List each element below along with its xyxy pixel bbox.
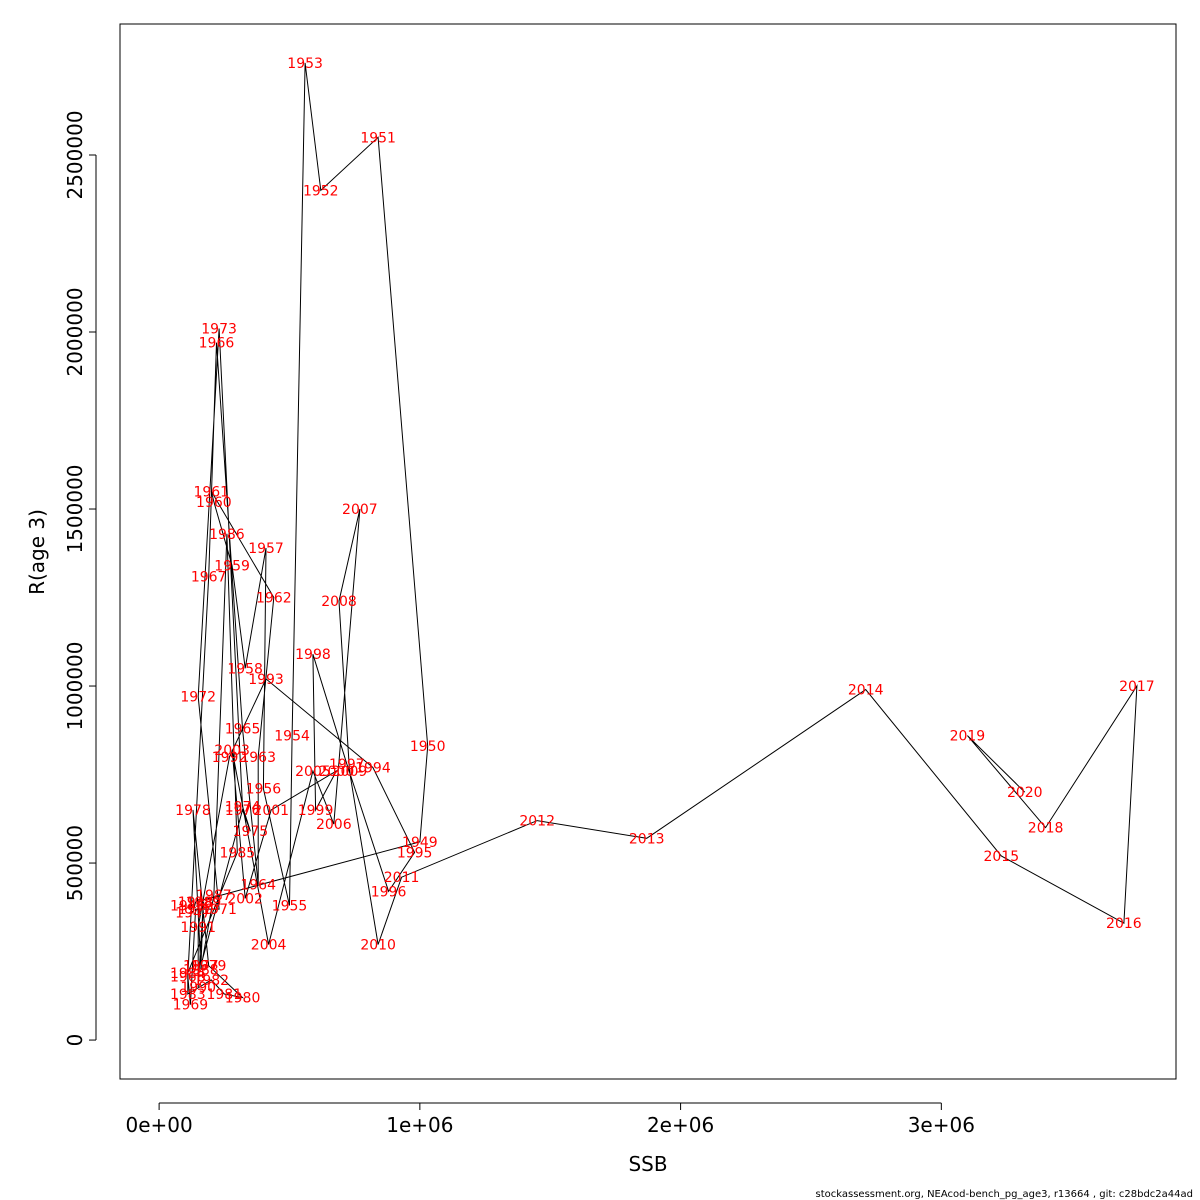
point-label-1972: 1972 (180, 690, 216, 706)
footer-text: stockassessment.org, NEAcod-bench_pg_age… (816, 1189, 1194, 1200)
point-label-1948: 1948 (178, 895, 214, 911)
point-label-1967: 1967 (191, 569, 227, 585)
x-tick-label: 2e+06 (647, 1113, 714, 1137)
point-label-1954: 1954 (274, 729, 310, 745)
point-label-1947: 1947 (175, 906, 211, 922)
point-label-1984: 1984 (170, 966, 206, 982)
y-axis: 0 500000 1000000 1500000 2000000 2500000 (63, 110, 97, 1047)
y-tick-label: 500000 (63, 825, 87, 901)
point-label-1966: 1966 (199, 336, 235, 352)
point-label-1968: 1968 (170, 969, 206, 985)
point-label-1987: 1987 (196, 888, 232, 904)
point-label-2000: 2000 (319, 764, 355, 780)
point-label-1958: 1958 (227, 661, 263, 677)
y-tick-label: 1500000 (63, 464, 87, 553)
point-label-1964: 1964 (240, 877, 276, 893)
point-label-2003: 2003 (214, 743, 250, 759)
point-label-1960: 1960 (196, 495, 232, 511)
point-label-1978: 1978 (175, 803, 211, 819)
point-label-1946: 1946 (170, 899, 206, 915)
point-label-1951: 1951 (360, 130, 396, 146)
point-label-1953: 1953 (287, 56, 323, 72)
x-tick-label: 1e+06 (386, 1113, 453, 1137)
x-axis: 0e+00 1e+06 2e+06 3e+06 (125, 1102, 975, 1137)
point-label-1955: 1955 (272, 899, 308, 915)
point-label-1969: 1969 (173, 998, 209, 1014)
plot-frame (119, 23, 1177, 1080)
point-label-2007: 2007 (342, 502, 378, 518)
point-label-1986: 1986 (209, 527, 245, 543)
point-label-2015: 2015 (983, 849, 1019, 865)
point-label-2020: 2020 (1007, 785, 1043, 801)
point-label-2001: 2001 (253, 803, 289, 819)
point-label-1950: 1950 (410, 739, 446, 755)
y-tick-label: 2000000 (63, 287, 87, 376)
point-label-1971: 1971 (201, 902, 237, 918)
y-tick-label: 2500000 (63, 110, 87, 199)
point-label-1949: 1949 (402, 835, 438, 851)
point-label-1979: 1979 (191, 959, 227, 975)
point-label-2018: 2018 (1028, 821, 1064, 837)
point-label-2008: 2008 (321, 594, 357, 610)
point-label-1997: 1997 (329, 757, 365, 773)
point-label-1995: 1995 (397, 845, 433, 861)
point-label-2013: 2013 (629, 831, 665, 847)
point-label-1963: 1963 (240, 750, 276, 766)
point-label-1976: 1976 (225, 803, 261, 819)
point-label-1962: 1962 (256, 591, 292, 607)
point-label-2002: 2002 (227, 891, 263, 907)
point-label-1990: 1990 (180, 980, 216, 996)
x-axis-label: SSB (628, 1152, 667, 1176)
x-tick-label: 0e+00 (125, 1113, 192, 1137)
point-label-2019: 2019 (950, 729, 986, 745)
point-label-2011: 2011 (384, 870, 420, 886)
point-label-1975: 1975 (233, 824, 269, 840)
point-label-2010: 2010 (360, 937, 396, 953)
point-label-1985: 1985 (220, 845, 256, 861)
point-label-1952: 1952 (303, 183, 339, 199)
point-label-1961: 1961 (193, 484, 229, 500)
y-axis-label: R(age 3) (25, 509, 49, 595)
point-label-1989: 1989 (186, 895, 222, 911)
point-label-2012: 2012 (519, 814, 555, 830)
series-line (187, 62, 1138, 1005)
point-label-1999: 1999 (298, 803, 334, 819)
point-label-1982: 1982 (193, 973, 229, 989)
point-label-1998: 1998 (295, 647, 331, 663)
point-label-1994: 1994 (355, 760, 391, 776)
point-label-2016: 2016 (1106, 916, 1142, 932)
point-label-1956: 1956 (246, 782, 282, 798)
point-label-1983: 1983 (170, 987, 206, 1003)
point-label-1996: 1996 (371, 884, 407, 900)
point-label-1981: 1981 (206, 987, 242, 1003)
point-label-1977: 1977 (183, 959, 219, 975)
point-label-2005: 2005 (295, 764, 331, 780)
y-tick-label: 1000000 (63, 641, 87, 730)
point-label-1993: 1993 (248, 672, 284, 688)
point-label-1992: 1992 (212, 750, 248, 766)
point-label-2004: 2004 (251, 937, 287, 953)
x-tick-label: 3e+06 (908, 1113, 975, 1137)
point-label-1974: 1974 (225, 799, 261, 815)
y-tick-label: 0 (63, 1034, 87, 1047)
point-label-1965: 1965 (225, 722, 261, 738)
point-label-2017: 2017 (1119, 679, 1155, 695)
point-label-1988: 1988 (183, 962, 219, 978)
point-label-2006: 2006 (316, 817, 352, 833)
point-label-1959: 1959 (214, 559, 250, 575)
point-label-1957: 1957 (248, 541, 284, 557)
point-label-1970: 1970 (178, 902, 214, 918)
point-label-1991: 1991 (180, 920, 216, 936)
point-label-1973: 1973 (201, 321, 237, 337)
point-label-1980: 1980 (225, 991, 261, 1007)
point-label-2009: 2009 (332, 764, 368, 780)
point-label-2014: 2014 (848, 683, 884, 699)
